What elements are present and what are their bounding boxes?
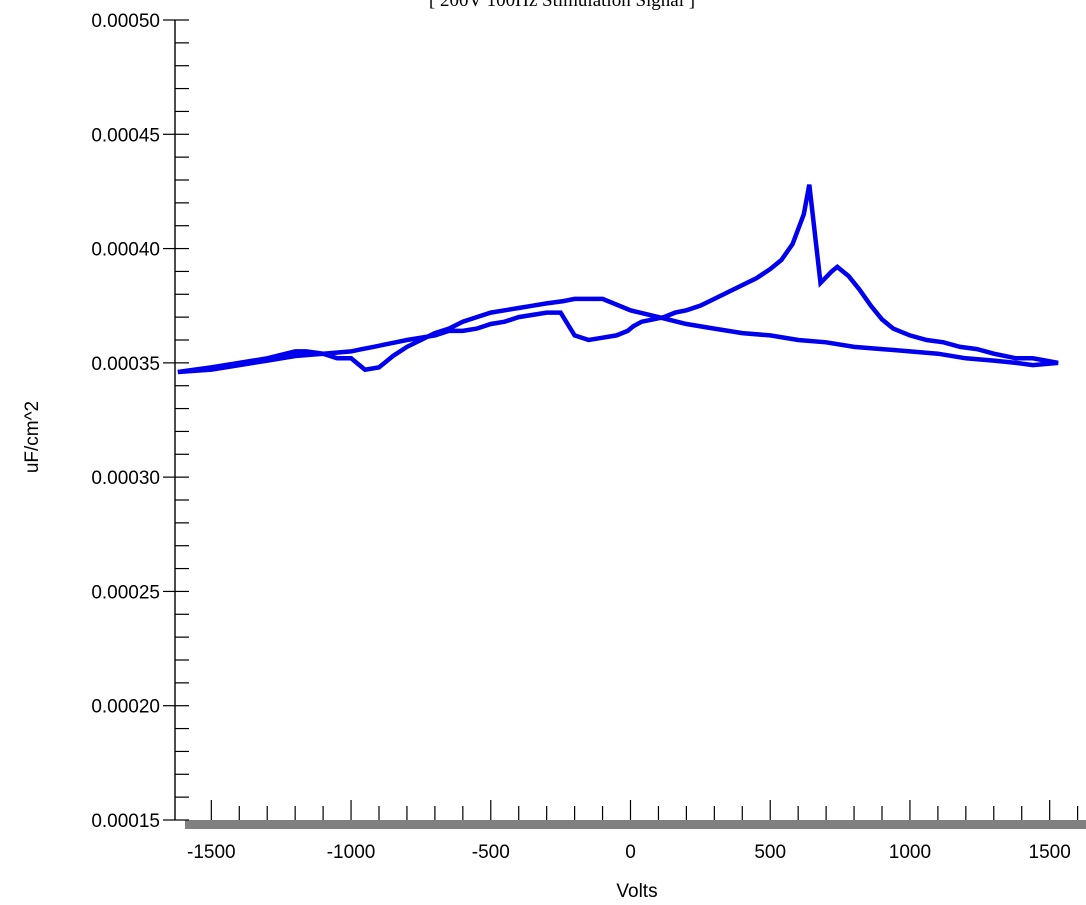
x-tick-label: 1000 xyxy=(889,842,931,863)
y-tick-label: 0.00030 xyxy=(91,468,160,489)
x-tick-label: -1500 xyxy=(187,842,236,863)
x-tick-label: -1000 xyxy=(327,842,376,863)
y-tick-label: 0.00020 xyxy=(91,697,160,718)
y-tick-label: 0.00015 xyxy=(91,811,160,832)
y-axis-title: uF/cm^2 xyxy=(22,401,43,473)
axes: 0.00015 0.00020 0.00025 0.00030 0.00035 0.000… xyxy=(91,11,1086,863)
plot-area xyxy=(177,184,1059,375)
y-tick-label: 0.00045 xyxy=(91,125,160,146)
x-tick-label: 0 xyxy=(625,842,636,863)
x-tick-label: 500 xyxy=(754,842,786,863)
chart-title: [ 200V 100Hz Stimulation Signal ] xyxy=(429,0,695,11)
y-tick-label: 0.00040 xyxy=(91,240,160,261)
x-axis-title: Volts xyxy=(616,881,657,902)
series-line xyxy=(177,184,1059,375)
y-tick-label: 0.00035 xyxy=(91,354,160,375)
x-tick-label: -500 xyxy=(472,842,510,863)
x-tick-label: 1500 xyxy=(1029,842,1071,863)
y-tick-label: 0.00050 xyxy=(91,11,160,32)
x-axis-band xyxy=(185,820,1086,829)
y-tick-label: 0.00025 xyxy=(91,582,160,603)
